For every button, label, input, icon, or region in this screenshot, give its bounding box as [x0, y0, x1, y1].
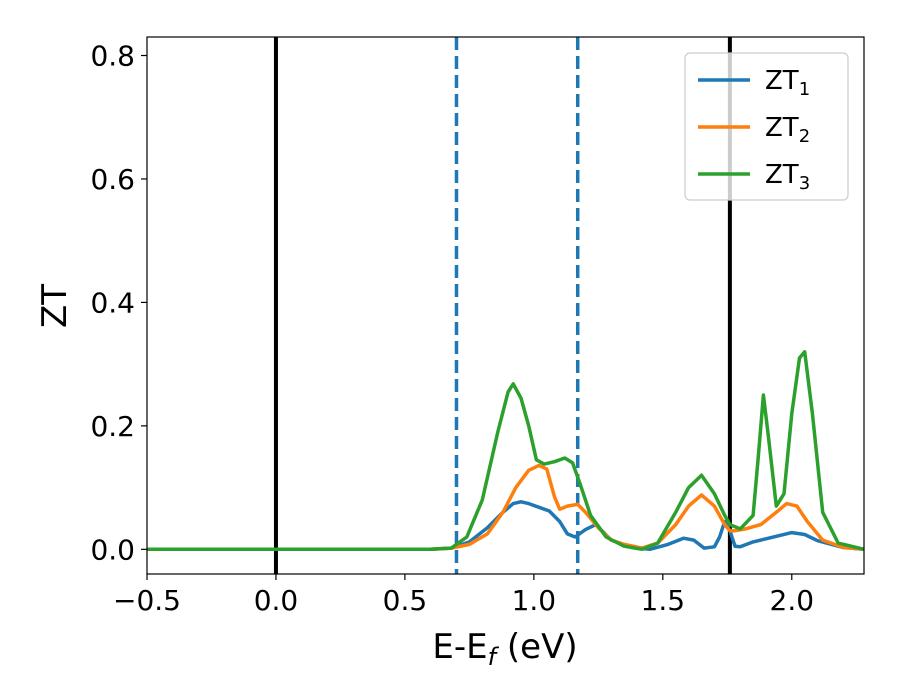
- y-axis-label: ZT: [35, 284, 75, 328]
- x-axis-label: E-Ef (eV): [432, 627, 577, 671]
- legend-label-zt2: ZT2: [765, 113, 810, 147]
- legend-label-zt3: ZT3: [765, 160, 810, 194]
- y-tick-label: 0.4: [90, 286, 135, 319]
- x-tick-label: 0.5: [383, 584, 428, 617]
- plot-area: −0.5 0.0 0.5 1.0 1.5 2.0 0.0 0.2 0.4 0.6 0.8: [90, 36, 865, 617]
- x-tick-label: 1.0: [512, 584, 557, 617]
- y-tick-label: 0.6: [90, 163, 135, 196]
- legend-label-zt1: ZT1: [765, 66, 810, 100]
- x-tick-label: −0.5: [113, 584, 181, 617]
- series-line-zt3: [147, 350, 864, 552]
- y-tick-label: 0.0: [90, 533, 135, 566]
- x-tick-label: 0.0: [254, 584, 299, 617]
- y-tick-label: 0.8: [90, 40, 135, 73]
- legend: ZT1 ZT2 ZT3: [684, 52, 849, 201]
- series-line-zt1: [147, 500, 864, 552]
- x-tick-label: 2.0: [770, 584, 815, 617]
- y-tick-label: 0.2: [90, 410, 135, 443]
- axes-frame: [146, 36, 865, 575]
- legend-box: [684, 52, 849, 201]
- x-tick-label: 1.5: [641, 584, 686, 617]
